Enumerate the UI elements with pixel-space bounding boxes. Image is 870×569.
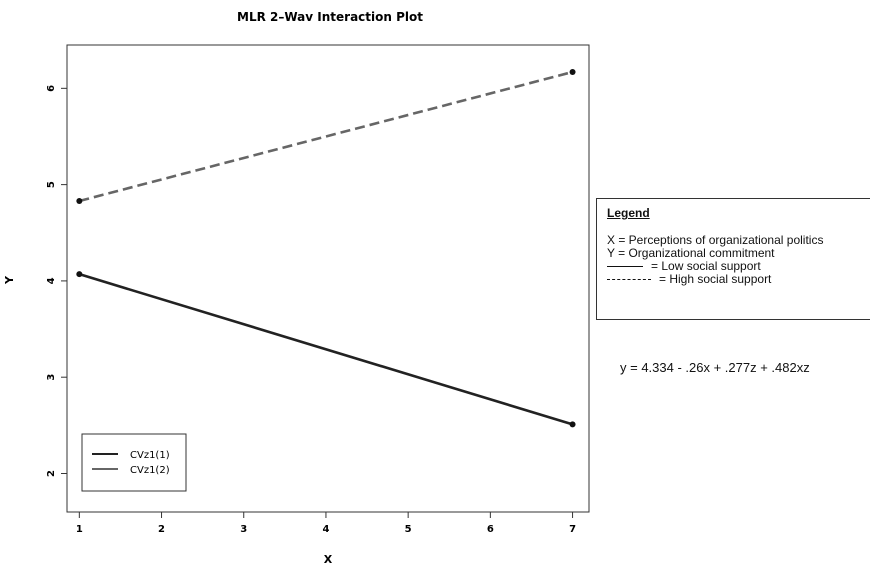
y-tick-label: 5 bbox=[46, 181, 57, 188]
series-point bbox=[569, 68, 576, 75]
series-point bbox=[569, 421, 576, 428]
solid-line-swatch bbox=[607, 266, 643, 267]
x-axis: 1 2 3 4 5 6 7 bbox=[76, 512, 576, 535]
side-legend-high-row: = High social support bbox=[607, 273, 862, 286]
plot-legend-label-2: CVz1(2) bbox=[130, 465, 170, 476]
dashed-line-swatch bbox=[607, 279, 651, 280]
x-tick-label: 5 bbox=[405, 524, 412, 535]
plot-legend-box bbox=[81, 433, 187, 492]
x-tick-label: 7 bbox=[569, 524, 576, 535]
series-point bbox=[76, 271, 83, 278]
y-axis-label: Y bbox=[3, 275, 16, 285]
regression-equation: y = 4.334 - .26x + .277z + .482xz bbox=[620, 360, 810, 375]
y-axis: 2 3 4 5 6 bbox=[46, 85, 67, 477]
y-tick-label: 2 bbox=[46, 470, 57, 477]
plot-frame bbox=[66, 44, 590, 513]
series-line-2 bbox=[79, 70, 573, 203]
side-legend-y-definition: Y = Organizational commitment bbox=[607, 246, 775, 260]
y-tick-label: 3 bbox=[46, 374, 57, 381]
chart-title: MLR 2–Wav Interaction Plot bbox=[237, 10, 423, 24]
x-axis-label: X bbox=[324, 553, 333, 566]
series-layer bbox=[76, 68, 576, 428]
x-tick-label: 3 bbox=[240, 524, 247, 535]
side-legend-x-definition: X = Perceptions of organizational politi… bbox=[607, 233, 824, 247]
side-legend: Legend X = Perceptions of organizational… bbox=[596, 198, 870, 320]
x-tick-label: 4 bbox=[322, 524, 329, 535]
side-legend-low-label: = Low social support bbox=[651, 259, 761, 273]
side-legend-heading: Legend bbox=[607, 206, 650, 220]
y-tick-label: 6 bbox=[46, 85, 57, 92]
y-tick-label: 4 bbox=[46, 277, 57, 284]
plot-legend-label-1: CVz1(1) bbox=[130, 450, 170, 461]
series-line-1 bbox=[78, 272, 573, 426]
x-tick-label: 1 bbox=[76, 524, 83, 535]
plot-legend: CVz1(1) CVz1(2) bbox=[81, 433, 187, 492]
series-point bbox=[76, 197, 83, 204]
side-legend-low-row: = Low social support bbox=[607, 260, 862, 273]
x-tick-label: 6 bbox=[487, 524, 494, 535]
side-legend-high-label: = High social support bbox=[659, 272, 772, 286]
x-tick-label: 2 bbox=[158, 524, 165, 535]
